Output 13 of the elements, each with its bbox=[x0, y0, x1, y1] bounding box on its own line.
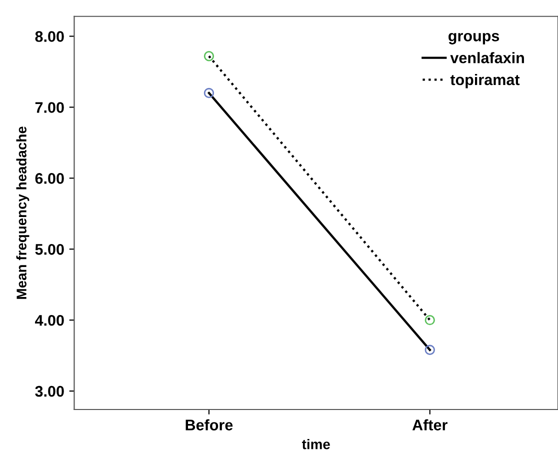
y-tick-label: 4.00 bbox=[34, 314, 64, 326]
x-axis-title: time bbox=[302, 439, 330, 450]
legend-label: venlafaxin bbox=[450, 52, 524, 64]
y-tick-label: 3.00 bbox=[35, 386, 64, 397]
legend-title: groups bbox=[448, 32, 500, 44]
y-tick-label: 8.00 bbox=[35, 31, 64, 42]
x-tick-label: Before bbox=[186, 419, 233, 430]
y-tick-label: 5.00 bbox=[35, 244, 64, 255]
y-tick-label: 6.00 bbox=[35, 173, 64, 184]
y-axis-title: Mean frequency headache bbox=[16, 126, 30, 299]
x-tick-label: After bbox=[412, 419, 448, 430]
legend-label: topiramat bbox=[450, 74, 520, 88]
y-tick-label: 7.00 bbox=[35, 102, 64, 113]
